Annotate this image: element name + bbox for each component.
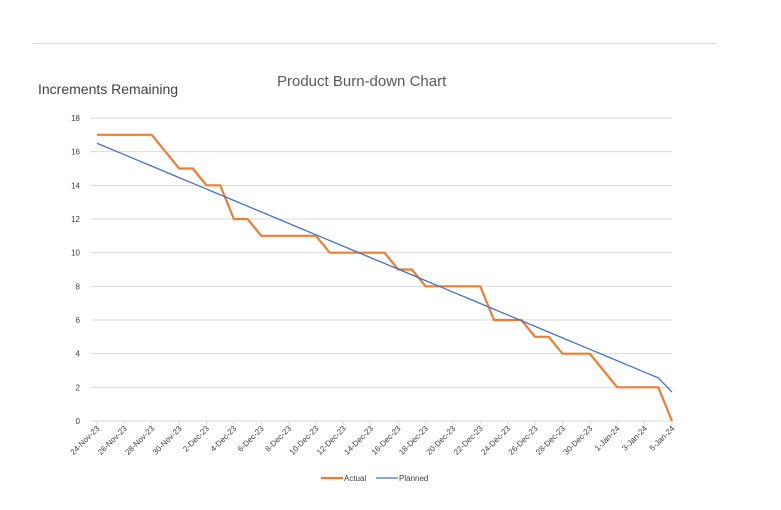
- y-tick-label: 8: [76, 282, 81, 291]
- y-tick-label: 18: [71, 114, 80, 123]
- series-line-actual: [97, 133, 674, 422]
- y-tick-label: 0: [76, 417, 81, 426]
- y-tick-label: 2: [76, 383, 81, 392]
- legend-label-planned: Planned: [399, 474, 428, 483]
- chart-title: Product Burn-down Chart: [277, 73, 447, 90]
- x-tick-label: 1-Jan-24: [593, 424, 622, 453]
- y-axis-ticks: 0 2 4 6 8 10 12 14 16 18: [71, 114, 80, 426]
- x-tick-label: 30-Dec-23: [561, 424, 594, 457]
- legend: Actual Planned: [321, 474, 428, 483]
- series-line-planned: [96, 142, 673, 393]
- x-tick-label: 30-Nov-23: [151, 424, 184, 457]
- x-tick-label: 3-Jan-24: [620, 424, 649, 453]
- gridlines: [90, 117, 672, 422]
- legend-label-actual: Actual: [344, 474, 366, 483]
- y-tick-label: 12: [71, 215, 80, 224]
- y-tick-label: 4: [76, 350, 81, 359]
- y-tick-label: 6: [76, 316, 81, 325]
- x-axis-ticks: 24-Nov-2326-Nov-2328-Nov-2330-Nov-232-De…: [69, 421, 677, 457]
- y-tick-label: 14: [71, 181, 80, 190]
- x-tick-label: 6-Dec-23: [236, 424, 266, 454]
- y-tick-label: 10: [71, 249, 80, 258]
- x-tick-label: 4-Dec-23: [209, 424, 239, 454]
- series-lines: [96, 133, 674, 422]
- y-tick-label: 16: [71, 148, 80, 157]
- x-tick-label: 5-Jan-24: [648, 424, 677, 453]
- x-tick-label: 2-Dec-23: [181, 424, 211, 454]
- y-axis-label: Increments Remaining: [38, 81, 179, 97]
- top-divider: [33, 43, 717, 44]
